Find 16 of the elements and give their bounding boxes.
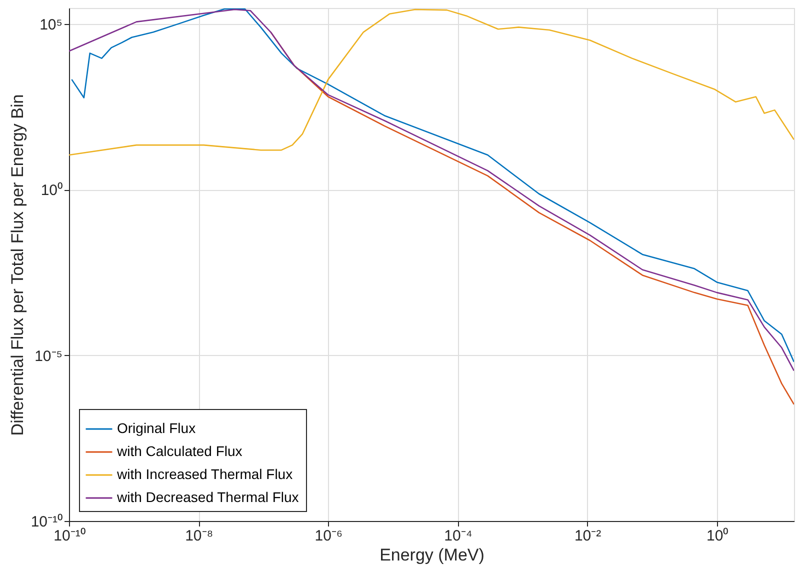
legend-label: with Decreased Thermal Flux bbox=[116, 489, 299, 505]
y-tick-label: 10⁻⁵ bbox=[34, 348, 62, 365]
x-tick-label: 10⁻⁴ bbox=[444, 528, 472, 544]
x-axis-title: Energy (MeV) bbox=[380, 546, 484, 564]
y-axis-title: Differential Flux per Total Flux per Energy Bin bbox=[8, 94, 27, 436]
legend-label: Original Flux bbox=[117, 420, 196, 436]
x-tick-label: 10⁻⁶ bbox=[314, 528, 343, 544]
legend-label: with Calculated Flux bbox=[116, 443, 242, 459]
y-tick-label: 10⁰ bbox=[40, 182, 62, 200]
x-tick-label: 10⁰ bbox=[706, 528, 728, 544]
y-tick-label: 10⁻¹⁰ bbox=[30, 514, 62, 530]
x-tick-label: 10⁻¹⁰ bbox=[54, 528, 86, 544]
x-tick-label: 10⁻⁸ bbox=[185, 528, 214, 544]
legend-label: with Increased Thermal Flux bbox=[116, 466, 293, 482]
x-tick-label: 10⁻² bbox=[574, 528, 602, 544]
y-tick-label: 10⁵ bbox=[40, 16, 62, 34]
